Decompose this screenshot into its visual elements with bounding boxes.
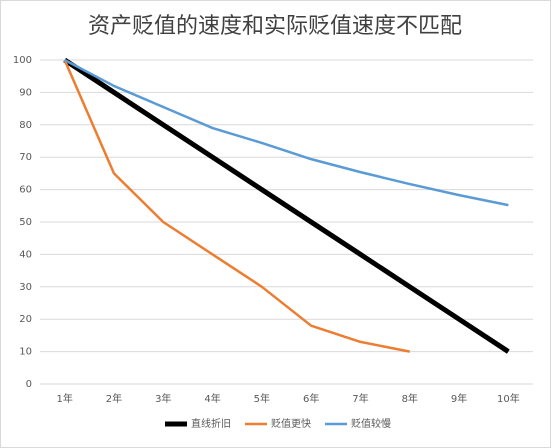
legend-label: 贬值更快 [271,417,311,430]
chart-title: 资产贬值的速度和实际贬值速度不匹配 [88,14,462,39]
x-tick-label: 6年 [303,392,319,405]
y-tick-label: 70 [19,152,32,163]
y-tick-label: 100 [13,55,32,66]
y-tick-label: 60 [19,185,32,196]
y-tick-label: 10 [19,347,32,358]
x-tick-label: 5年 [254,392,270,405]
x-tick-label: 8年 [402,392,418,405]
legend-label: 贬值较慢 [351,417,391,430]
y-tick-label: 20 [19,314,32,325]
x-tick-label: 7年 [352,392,368,405]
y-tick-label: 30 [19,282,32,293]
x-tick-label: 10年 [497,392,520,405]
series-line [63,57,510,354]
x-tick-label: 3年 [155,392,171,405]
y-tick-label: 0 [26,379,32,390]
x-tick-label: 4年 [204,392,220,405]
x-tick-label: 9年 [451,392,467,405]
series-line [64,58,509,207]
x-tick-label: 2年 [106,392,122,405]
y-tick-label: 40 [19,249,32,260]
legend-label: 直线折旧 [191,417,231,430]
y-tick-label: 50 [19,217,32,228]
y-tick-label: 90 [19,87,32,98]
x-tick-label: 1年 [56,392,72,405]
series-line [63,59,410,353]
y-tick-label: 80 [19,120,32,131]
